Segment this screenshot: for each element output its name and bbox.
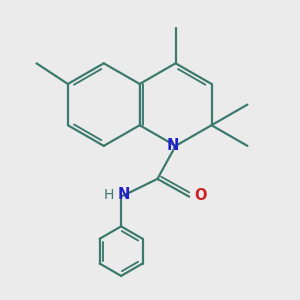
Text: N: N [167,137,179,152]
Text: O: O [194,188,207,203]
Text: H: H [103,188,114,202]
Text: N: N [118,188,130,202]
